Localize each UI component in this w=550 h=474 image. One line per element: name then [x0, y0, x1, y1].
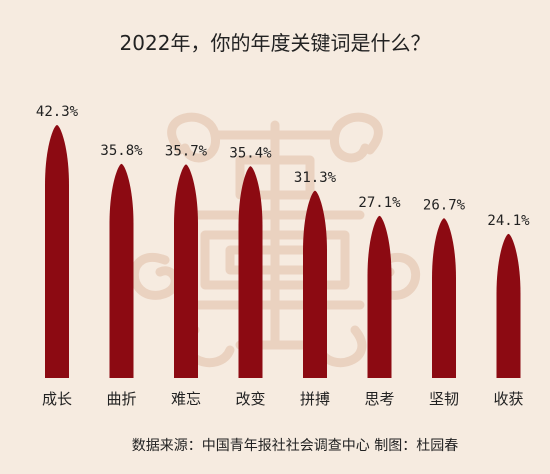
category-labels: 成长 曲折 难忘 改变 拼搏 思考 坚韧 收获	[42, 390, 524, 408]
category-label-1: 成长	[42, 390, 72, 408]
bar-5	[303, 190, 327, 378]
category-label-8: 收获	[493, 390, 523, 408]
value-label-7: 26.7%	[423, 197, 466, 213]
bar-8	[496, 233, 521, 378]
category-label-7: 坚韧	[429, 390, 459, 408]
value-label-5: 31.3%	[294, 170, 337, 186]
bar-2	[109, 163, 134, 378]
category-label-6: 思考	[364, 390, 394, 408]
value-label-6: 27.1%	[358, 195, 401, 211]
bar-6	[367, 215, 392, 378]
source-note: 数据来源：中国青年报社社会调查中心 制图：杜园春	[132, 438, 458, 454]
value-label-1: 42.3%	[36, 104, 79, 120]
category-label-2: 曲折	[106, 390, 136, 408]
value-label-4: 35.4%	[229, 145, 272, 161]
category-label-3: 难忘	[171, 390, 201, 408]
bar-4	[238, 166, 263, 378]
value-label-8: 24.1%	[487, 213, 530, 229]
category-label-5: 拼搏	[300, 390, 330, 408]
chart-title: 2022年，你的年度关键词是什么？	[120, 31, 431, 55]
bar-1	[45, 125, 69, 378]
value-label-3: 35.7%	[165, 143, 208, 159]
bar-3	[174, 164, 198, 378]
value-labels: 42.3% 35.8% 35.7% 35.4% 31.3% 27.1% 26.7% 24.1%	[36, 104, 530, 229]
value-label-2: 35.8%	[100, 143, 143, 159]
bar-7	[432, 218, 456, 378]
category-label-4: 改变	[235, 390, 265, 408]
bars	[45, 125, 521, 378]
